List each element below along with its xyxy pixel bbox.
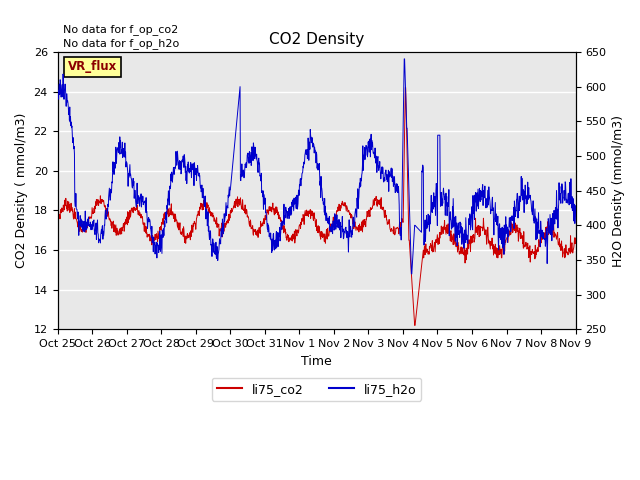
li75_co2 xyxy=(156,226,164,232)
li75_co2 xyxy=(572,235,579,241)
li75_h2o xyxy=(465,216,473,221)
Y-axis label: CO2 Density ( mmol/m3): CO2 Density ( mmol/m3) xyxy=(15,113,28,268)
Y-axis label: H2O Density (mmol/m3): H2O Density (mmol/m3) xyxy=(612,115,625,267)
li75_co2 xyxy=(54,213,61,218)
li75_h2o xyxy=(156,244,164,250)
li75_co2 xyxy=(169,209,177,215)
li75_co2 xyxy=(411,323,419,328)
li75_h2o xyxy=(572,203,579,208)
li75_co2 xyxy=(401,85,409,91)
Line: li75_h2o: li75_h2o xyxy=(58,59,575,274)
li75_h2o xyxy=(511,204,518,209)
li75_co2 xyxy=(227,208,234,214)
li75_h2o xyxy=(54,92,61,97)
X-axis label: Time: Time xyxy=(301,355,332,368)
li75_co2 xyxy=(397,219,404,225)
Legend: li75_co2, li75_h2o: li75_co2, li75_h2o xyxy=(212,378,421,401)
li75_h2o xyxy=(227,183,234,189)
li75_h2o xyxy=(408,271,415,277)
li75_h2o xyxy=(401,56,408,62)
Text: No data for f_op_h2o: No data for f_op_h2o xyxy=(63,38,179,49)
li75_co2 xyxy=(511,228,518,233)
li75_h2o xyxy=(397,225,404,230)
li75_co2 xyxy=(465,237,473,243)
Text: VR_flux: VR_flux xyxy=(68,60,117,73)
Text: No data for f_op_co2: No data for f_op_co2 xyxy=(63,24,178,35)
Title: CO2 Density: CO2 Density xyxy=(269,32,364,47)
Line: li75_co2: li75_co2 xyxy=(58,88,575,325)
li75_h2o xyxy=(169,175,177,180)
